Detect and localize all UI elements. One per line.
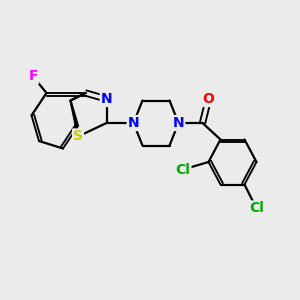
Text: S: S: [73, 130, 83, 143]
Text: N: N: [101, 92, 112, 106]
Text: Cl: Cl: [176, 163, 190, 176]
Text: O: O: [202, 92, 214, 106]
Text: F: F: [28, 70, 38, 83]
Text: Cl: Cl: [249, 202, 264, 215]
Text: N: N: [128, 116, 139, 130]
Text: N: N: [173, 116, 184, 130]
